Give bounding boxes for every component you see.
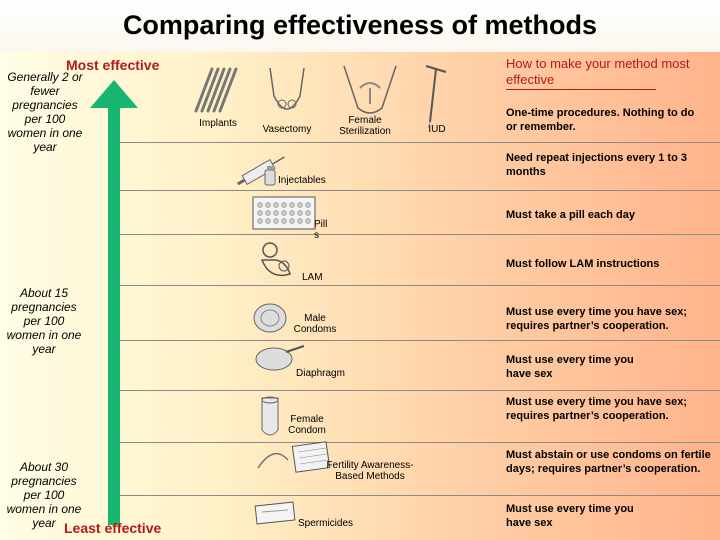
advice-header: How to make your method most effective [506, 56, 690, 87]
effectiveness-arrow-shaft [108, 105, 120, 525]
advice-one-time: One-time procedures. Nothing to do or re… [506, 107, 695, 133]
method-male-condoms: Male Condoms [293, 313, 337, 335]
method-iud: IUD [428, 124, 446, 135]
title-bar: Comparing effectiveness of methods [0, 0, 720, 52]
implants-icon [194, 67, 238, 113]
divider-line [120, 142, 720, 143]
effectiveness-arrow-head [90, 80, 138, 108]
method-female-sterilization: Female Sterilization [339, 115, 391, 137]
fertility-beads-icon [257, 441, 331, 473]
method-injectables: Injectables [278, 175, 326, 186]
vial-icon [264, 166, 276, 186]
advice-injections: Need repeat injections every 1 to 3 mont… [506, 152, 687, 178]
advice-header-underline [506, 89, 656, 90]
method-spermicides: Spermicides [298, 518, 354, 529]
middle-note: About 15 pregnancies per 100 women in on… [6, 286, 82, 356]
divider-line [120, 190, 720, 191]
advice-diaphragm: Must use every time you have sex [506, 354, 634, 380]
method-pills: Pill s [314, 219, 328, 241]
advice-fertility: Must abstain or use condoms on fertile d… [506, 449, 711, 475]
page-title: Comparing effectiveness of methods [122, 10, 598, 40]
vasectomy-icon [269, 67, 305, 110]
breastfeeding-icon [260, 242, 291, 277]
divider-line [120, 285, 720, 286]
divider-line [120, 442, 720, 443]
spermicides-icon [254, 501, 296, 525]
divider-line [120, 495, 720, 496]
advice-lam: Must follow LAM instructions [506, 258, 660, 270]
divider-line [120, 234, 720, 235]
female-condom-icon [261, 396, 279, 436]
pill-pack-icon [252, 196, 316, 230]
divider-line [120, 340, 720, 341]
bottom-note: About 30 pregnancies per 100 women in on… [6, 460, 82, 530]
iud-icon [425, 65, 447, 128]
female-sterilization-icon [343, 65, 397, 114]
method-implants: Implants [199, 118, 237, 129]
method-female-condom: Female Condom [288, 414, 326, 436]
least-effective-label: Least effective [64, 520, 162, 536]
method-lam: LAM [302, 272, 323, 283]
advice-pill: Must take a pill each day [506, 209, 635, 221]
slide-body [0, 52, 720, 540]
syringe-icon [237, 156, 285, 186]
advice-female-condom: Must use every time you have sex; requir… [506, 396, 687, 422]
male-condom-icon [253, 303, 287, 333]
diaphragm-icon [255, 345, 305, 371]
most-effective-label: Most effective [66, 57, 160, 73]
method-vasectomy: Vasectomy [262, 124, 312, 135]
advice-spermicides: Must use every time you have sex [506, 503, 634, 529]
advice-male-condoms: Must use every time you have sex; requir… [506, 306, 687, 332]
method-diaphragm: Diaphragm [296, 368, 345, 379]
method-fertility-awareness: Fertility Awareness-Based Methods [326, 460, 414, 482]
divider-line [120, 390, 720, 391]
top-note: Generally 2 or fewer pregnancies per 100… [7, 70, 83, 154]
